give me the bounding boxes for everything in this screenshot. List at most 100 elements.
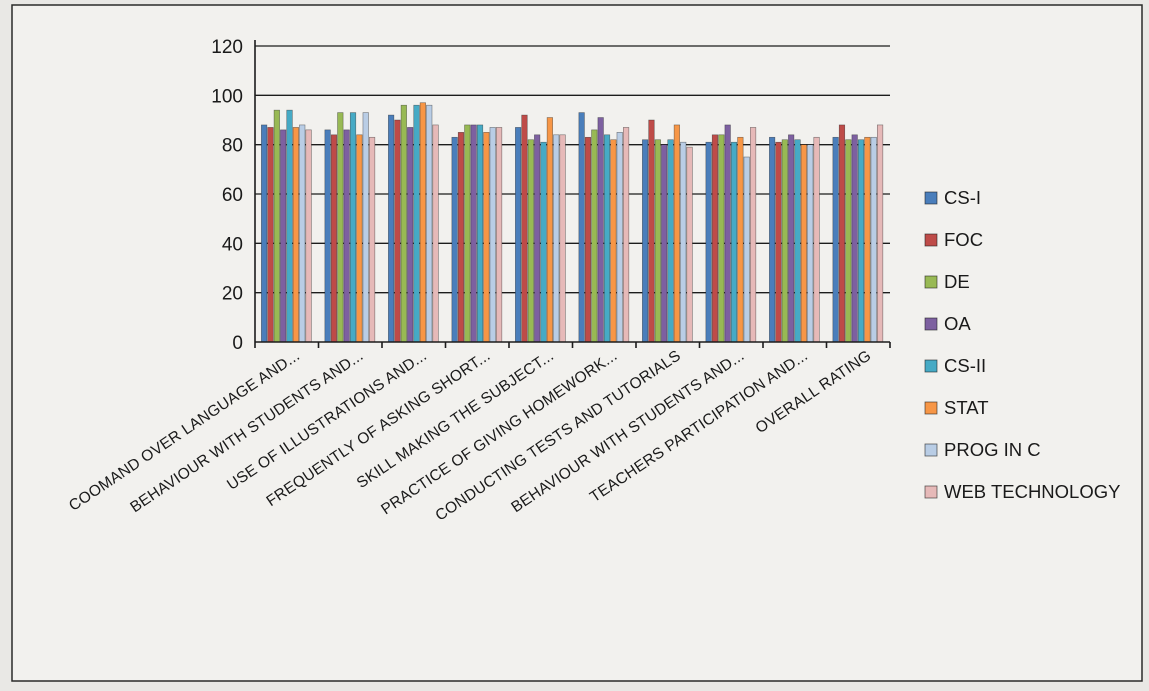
bar-cs-i [578, 112, 585, 343]
bar-oa [661, 144, 668, 343]
bar-de [400, 104, 407, 343]
legend-label: STAT [944, 397, 989, 418]
bars [261, 102, 884, 343]
bar-oa [788, 134, 795, 343]
legend-swatch [924, 485, 938, 499]
bar-prog-in-c [743, 156, 750, 343]
bar-prog-in-c [489, 127, 496, 343]
legend-label: OA [944, 313, 971, 334]
bar-prog-in-c [870, 136, 877, 343]
bar-de [464, 124, 471, 343]
y-tick-labels: 0 20 40 60 80 100 120 [211, 37, 243, 354]
bar-stat [673, 124, 680, 343]
y-tick-label: 120 [211, 37, 243, 58]
y-tick-label: 40 [222, 234, 243, 255]
bar-web-technology [559, 134, 566, 343]
bar-cs-ii [349, 112, 357, 343]
bar-oa [407, 127, 414, 343]
bar-web-technology [876, 124, 884, 343]
bar-cs-i [324, 129, 331, 343]
bar-foc [648, 119, 655, 343]
legend: CS-I FOC DE OA CS-II STAT PROG IN C WEB TECHNOL… [924, 187, 1120, 502]
bar-foc [457, 132, 465, 343]
bar-cs-i [388, 114, 395, 343]
bar-foc [267, 127, 274, 343]
bar-stat [610, 139, 617, 343]
bar-oa [280, 129, 287, 343]
bar-cs-ii [476, 124, 484, 343]
y-tick-label: 0 [232, 333, 243, 354]
legend-swatch [924, 275, 938, 289]
legend-label: FOC [944, 229, 983, 250]
bar-oa [597, 117, 604, 343]
bar-web-technology [622, 127, 630, 343]
bar-oa [343, 129, 350, 343]
bar-foc [838, 124, 846, 343]
legend-label: CS-I [944, 187, 981, 208]
bar-de [337, 112, 344, 343]
axes [254, 40, 891, 348]
y-tick-label: 100 [211, 86, 243, 107]
bar-cs-ii [667, 139, 674, 343]
bar-cs-i [642, 139, 649, 343]
bar-foc [584, 136, 592, 343]
bar-stat [800, 144, 807, 343]
bar-cs-ii [857, 139, 865, 343]
bar-web-technology [686, 146, 693, 343]
y-tick-label: 60 [222, 185, 243, 206]
bar-stat [292, 127, 299, 343]
bar-prog-in-c [362, 112, 369, 343]
bar-stat [546, 117, 553, 343]
y-tick-label: 20 [222, 284, 243, 305]
bar-prog-in-c [553, 134, 560, 343]
bar-foc [394, 119, 401, 343]
bar-web-technology [749, 127, 757, 343]
bar-web-technology [495, 127, 503, 343]
legend-label: PROG IN C [944, 439, 1041, 460]
legend-swatch [924, 401, 938, 415]
bar-stat [356, 134, 363, 343]
bar-cs-i [705, 141, 712, 343]
y-tick-label: 80 [222, 136, 243, 157]
bar-foc [775, 141, 782, 343]
bar-cs-ii [730, 141, 738, 343]
bar-oa [470, 124, 477, 343]
bar-oa [851, 134, 858, 343]
bar-de [591, 129, 598, 343]
bar-cs-ii [286, 109, 293, 343]
bar-de [845, 139, 852, 343]
bar-de [654, 139, 661, 343]
bar-oa [724, 124, 731, 343]
legend-label: CS-II [944, 355, 986, 376]
bar-cs-ii [413, 104, 420, 343]
bar-cs-i [261, 124, 268, 343]
bar-cs-ii [794, 139, 801, 343]
legend-swatch [924, 443, 938, 457]
bar-web-technology [813, 136, 820, 343]
bar-prog-in-c [299, 124, 306, 343]
bar-stat [737, 136, 744, 343]
bar-de [273, 109, 280, 343]
legend-swatch [924, 317, 938, 331]
legend-label: WEB TECHNOLOGY [944, 481, 1120, 502]
bar-cs-i [451, 136, 458, 343]
bar-cs-ii [540, 141, 547, 343]
bar-cs-i [769, 136, 776, 343]
chart-border [11, 4, 1143, 682]
bar-stat [483, 132, 490, 343]
bar-foc [711, 134, 719, 343]
legend-swatch [924, 233, 938, 247]
bar-prog-in-c [616, 132, 623, 343]
legend-swatch [924, 191, 938, 205]
bar-prog-in-c [680, 141, 687, 343]
bar-cs-ii [603, 134, 611, 343]
legend-label: DE [944, 271, 970, 292]
bar-prog-in-c [807, 144, 814, 343]
bar-stat [864, 136, 871, 343]
bar-foc [521, 114, 528, 343]
bar-de [718, 134, 725, 343]
bar-web-technology [305, 129, 312, 343]
bar-prog-in-c [426, 104, 433, 343]
bar-foc [330, 134, 338, 343]
